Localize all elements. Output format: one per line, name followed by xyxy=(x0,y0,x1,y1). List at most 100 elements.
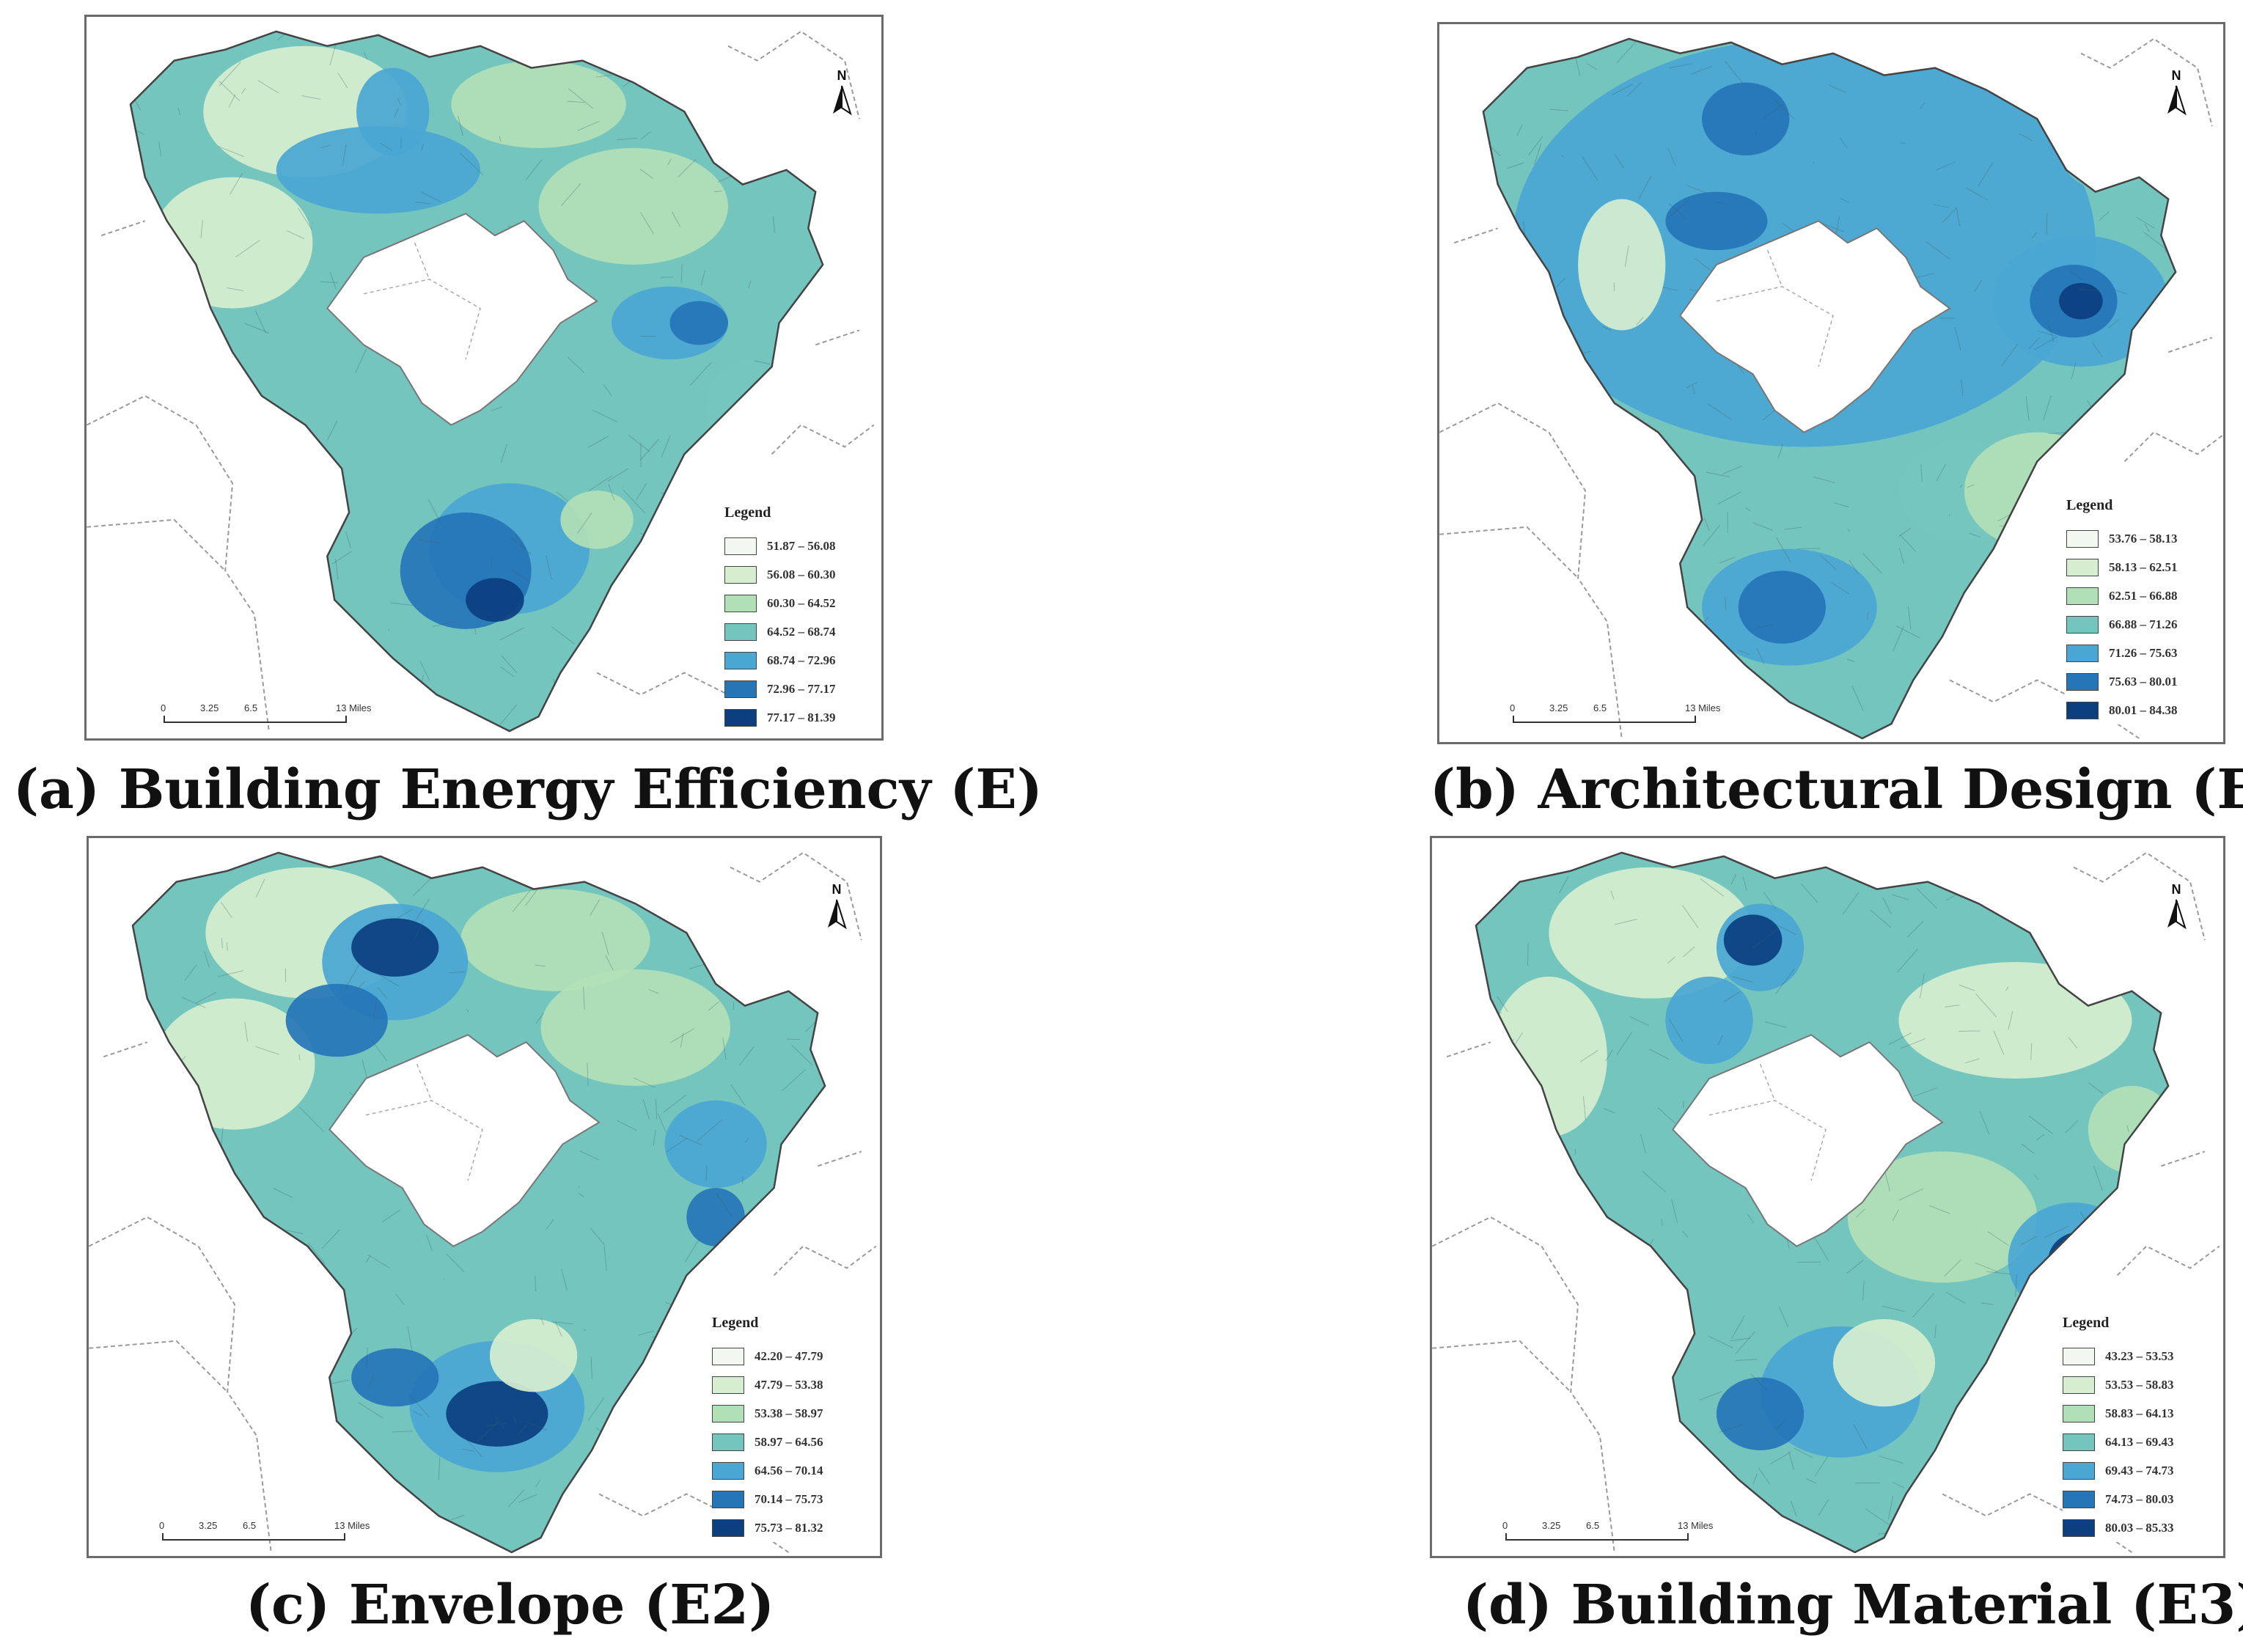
legend-swatch xyxy=(724,708,757,727)
legend-swatch xyxy=(712,1347,744,1365)
legend-row: 43.23 – 53.53 xyxy=(2063,1342,2220,1370)
legend-label: 58.13 – 62.51 xyxy=(2109,559,2178,574)
caption-c: (c) Envelope (E2) xyxy=(246,1574,775,1637)
legend-swatch xyxy=(2063,1490,2095,1508)
legend-title: Legend xyxy=(712,1315,759,1331)
scale-line xyxy=(162,1533,345,1541)
legend: Legend 53.76 – 58.13 58.13 – 62.51 62.51… xyxy=(2066,497,2220,724)
scale-labels: 0 3.25 6.5 13 Miles xyxy=(159,1520,370,1533)
scale-label-2: 6.5 xyxy=(243,1520,257,1531)
choropleth-map-d xyxy=(1432,851,2220,1554)
scale-label-2: 6.5 xyxy=(1586,1520,1600,1531)
north-label: N xyxy=(832,882,842,897)
north-arrow: N xyxy=(822,882,851,933)
legend-label: 51.87 – 56.08 xyxy=(767,538,836,553)
legend-row: 71.26 – 75.63 xyxy=(2066,639,2220,667)
caption-a: (a) Building Energy Efficiency (E) xyxy=(13,758,1043,821)
north-arrow-icon xyxy=(828,899,847,930)
legend-row: 77.17 – 81.39 xyxy=(724,703,878,732)
caption-b: (b) Architectural Design (E1) xyxy=(1430,758,2243,821)
legend-label: 62.51 – 66.88 xyxy=(2109,588,2178,603)
legend-swatch xyxy=(2066,558,2099,576)
legend-row: 75.73 – 81.32 xyxy=(712,1513,870,1542)
legend-swatch xyxy=(2063,1347,2095,1365)
legend-title: Legend xyxy=(724,504,771,521)
scale-label-1: 3.25 xyxy=(200,702,219,713)
north-label: N xyxy=(2171,68,2181,83)
legend-label: 66.88 – 71.26 xyxy=(2109,617,2178,631)
legend-row: 80.03 – 85.33 xyxy=(2063,1513,2220,1542)
scale-label-1: 3.25 xyxy=(1542,1520,1561,1531)
north-arrow: N xyxy=(2162,882,2191,933)
map-panel-c: N 0 3.25 6.5 13 Miles Legend 42.20 – 47.… xyxy=(87,836,882,1558)
scale-bar: 0 3.25 6.5 13 Miles xyxy=(1510,702,1720,723)
choropleth-map-a xyxy=(87,30,875,733)
legend: Legend 42.20 – 47.79 47.79 – 53.38 53.38… xyxy=(712,1315,870,1542)
scale-label-0: 0 xyxy=(1502,1520,1508,1531)
legend-row: 51.87 – 56.08 xyxy=(724,532,878,560)
legend-swatch xyxy=(724,651,757,669)
legend-row: 53.38 – 58.97 xyxy=(712,1399,870,1428)
north-label: N xyxy=(2171,882,2181,897)
legend-row: 64.52 – 68.74 xyxy=(724,617,878,646)
legend-title: Legend xyxy=(2063,1315,2110,1331)
map-panel-d: N 0 3.25 6.5 13 Miles Legend 43.23 – 53.… xyxy=(1430,836,2225,1558)
scale-label-3: 13 Miles xyxy=(1685,702,1721,713)
legend-swatch xyxy=(2066,529,2099,548)
scale-bar: 0 3.25 6.5 13 Miles xyxy=(159,1520,370,1541)
scale-label-0: 0 xyxy=(159,1520,165,1531)
scale-bar: 0 3.25 6.5 13 Miles xyxy=(161,702,371,723)
scale-labels: 0 3.25 6.5 13 Miles xyxy=(161,702,371,716)
legend-row: 64.56 – 70.14 xyxy=(712,1456,870,1485)
north-arrow-icon xyxy=(2167,899,2187,930)
north-arrow: N xyxy=(2162,68,2191,120)
legend-row: 64.13 – 69.43 xyxy=(2063,1428,2220,1456)
legend-row: 53.76 – 58.13 xyxy=(2066,524,2220,553)
legend-label: 53.76 – 58.13 xyxy=(2109,531,2178,546)
legend-row: 75.63 – 80.01 xyxy=(2066,667,2220,696)
legend-swatch xyxy=(712,1376,744,1394)
legend-label: 64.13 – 69.43 xyxy=(2105,1434,2174,1449)
legend-swatch xyxy=(2066,644,2099,662)
legend-swatch xyxy=(2063,1461,2095,1480)
north-arrow-icon xyxy=(833,85,852,116)
scale-bar: 0 3.25 6.5 13 Miles xyxy=(1502,1520,1713,1541)
legend-swatch xyxy=(712,1461,744,1480)
legend-swatch xyxy=(724,594,757,612)
legend-label: 70.14 – 75.73 xyxy=(755,1491,823,1506)
legend-row: 70.14 – 75.73 xyxy=(712,1485,870,1513)
scale-label-1: 3.25 xyxy=(199,1520,218,1531)
legend-label: 75.63 – 80.01 xyxy=(2109,674,2178,689)
legend-label: 58.83 – 64.13 xyxy=(2105,1406,2174,1420)
legend-label: 58.97 – 64.56 xyxy=(755,1434,823,1449)
legend-swatch xyxy=(724,623,757,641)
scale-line xyxy=(1513,716,1696,723)
north-arrow: N xyxy=(827,68,856,120)
scale-label-3: 13 Miles xyxy=(336,702,372,713)
legend-row: 68.74 – 72.96 xyxy=(724,646,878,675)
scale-labels: 0 3.25 6.5 13 Miles xyxy=(1510,702,1720,716)
scale-line xyxy=(1505,1533,1689,1541)
legend: Legend 43.23 – 53.53 53.53 – 58.83 58.83… xyxy=(2063,1315,2220,1542)
legend-row: 74.73 – 80.03 xyxy=(2063,1485,2220,1513)
legend-row: 47.79 – 53.38 xyxy=(712,1370,870,1399)
legend-title: Legend xyxy=(2066,497,2113,513)
legend-row: 69.43 – 74.73 xyxy=(2063,1456,2220,1485)
legend-swatch xyxy=(712,1519,744,1537)
legend-row: 62.51 – 66.88 xyxy=(2066,581,2220,610)
legend-label: 74.73 – 80.03 xyxy=(2105,1491,2174,1506)
legend-label: 56.08 – 60.30 xyxy=(767,567,836,581)
legend-label: 80.01 – 84.38 xyxy=(2109,702,2178,717)
legend-swatch xyxy=(2063,1519,2095,1537)
legend-label: 47.79 – 53.38 xyxy=(755,1377,823,1392)
legend-label: 72.96 – 77.17 xyxy=(767,681,836,696)
caption-d: (d) Building Material (E3) xyxy=(1463,1574,2243,1637)
legend-row: 66.88 – 71.26 xyxy=(2066,610,2220,639)
legend-label: 80.03 – 85.33 xyxy=(2105,1520,2174,1535)
legend-row: 56.08 – 60.30 xyxy=(724,560,878,589)
legend-swatch xyxy=(2066,701,2099,719)
legend-swatch xyxy=(2063,1376,2095,1394)
legend-swatch xyxy=(712,1490,744,1508)
scale-label-0: 0 xyxy=(161,702,166,713)
legend-label: 75.73 – 81.32 xyxy=(755,1520,823,1535)
